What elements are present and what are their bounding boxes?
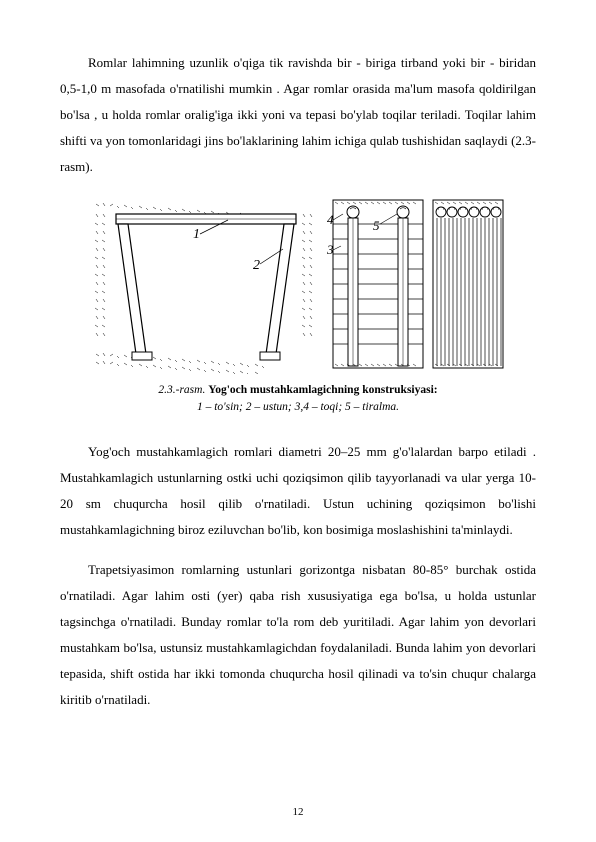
paragraph-1: Romlar lahimning uzunlik o'qiga tik ravi… xyxy=(60,50,536,180)
caption-legend: 1 – to'sin; 2 – ustun; 3,4 – toqi; 5 – t… xyxy=(197,401,399,413)
paragraph-2: Yog'och mustahkamlagich romlari diametri… xyxy=(60,439,536,543)
caption-title: Yog'och mustahkamlagichning konstruksiya… xyxy=(208,384,437,396)
fig-label-3: 3 xyxy=(326,242,334,257)
figure-2-3: 1 2 xyxy=(60,194,536,374)
fig-label-2: 2 xyxy=(253,258,260,273)
page-number: 12 xyxy=(0,806,596,818)
left-diagram: 1 2 xyxy=(93,199,318,374)
figure-svg: 1 2 xyxy=(88,194,508,374)
right-diagram xyxy=(433,200,503,368)
fig-label-1: 1 xyxy=(193,227,200,242)
caption-lead: 2.3.-rasm. xyxy=(158,384,205,396)
fig-label-5: 5 xyxy=(373,218,380,233)
middle-diagram: 4 5 3 xyxy=(326,200,423,368)
page: Romlar lahimning uzunlik o'qiga tik ravi… xyxy=(0,0,596,842)
figure-caption: 2.3.-rasm. Yog'och mustahkamlagichning k… xyxy=(60,382,536,417)
fig-label-4: 4 xyxy=(327,212,334,227)
paragraph-3: Trapetsiyasimon romlarning ustunlari gor… xyxy=(60,557,536,713)
